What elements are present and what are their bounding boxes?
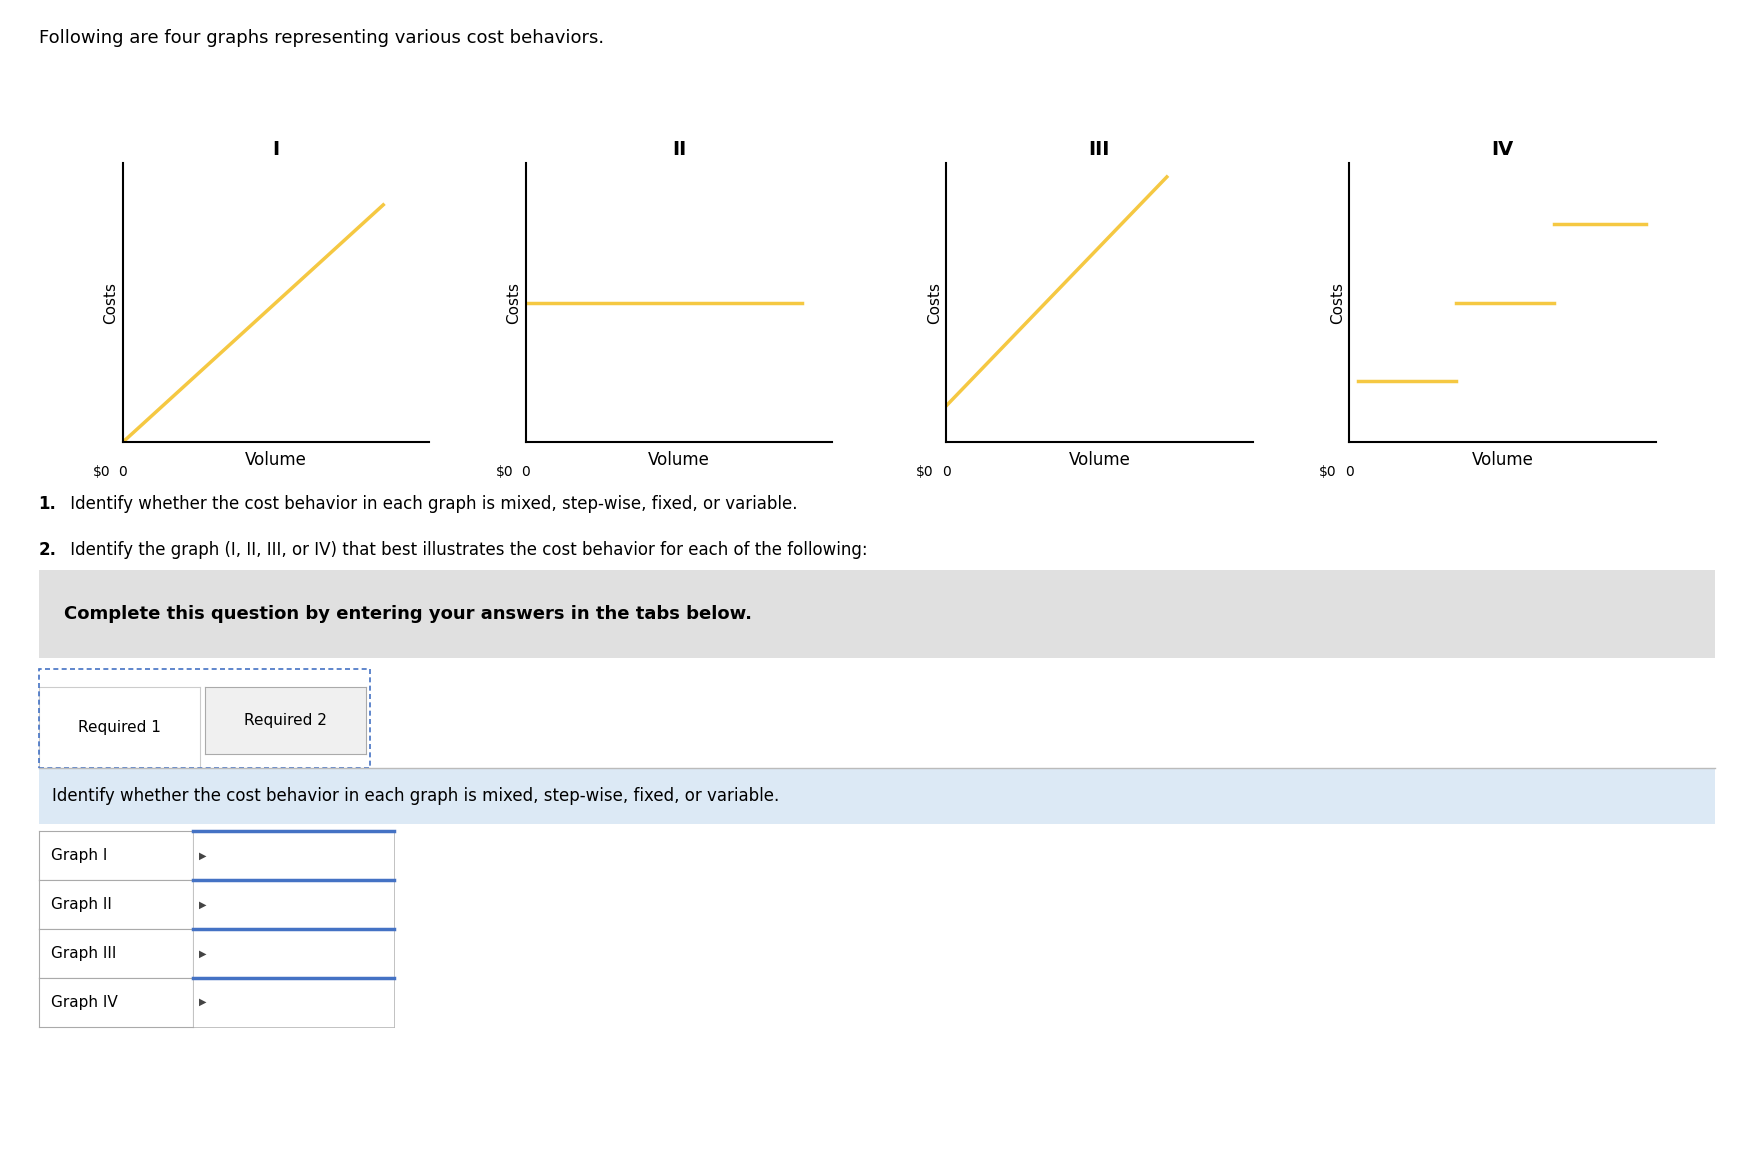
Y-axis label: Costs: Costs bbox=[506, 282, 522, 324]
Text: 0: 0 bbox=[119, 464, 126, 478]
Text: ▶: ▶ bbox=[198, 998, 207, 1007]
Text: $0: $0 bbox=[916, 464, 934, 478]
Y-axis label: Costs: Costs bbox=[1330, 282, 1346, 324]
Text: ▶: ▶ bbox=[198, 949, 207, 958]
Text: Required 2: Required 2 bbox=[244, 714, 328, 728]
X-axis label: Volume: Volume bbox=[1472, 450, 1533, 469]
Text: $0: $0 bbox=[496, 464, 513, 478]
Text: Complete this question by entering your answers in the tabs below.: Complete this question by entering your … bbox=[63, 605, 752, 623]
Text: 0: 0 bbox=[522, 464, 529, 478]
Text: Identify the graph (I, II, III, or IV) that best illustrates the cost behavior f: Identify the graph (I, II, III, or IV) t… bbox=[65, 541, 867, 559]
Y-axis label: Costs: Costs bbox=[927, 282, 943, 324]
Text: 1.: 1. bbox=[39, 495, 56, 512]
Title: III: III bbox=[1088, 140, 1111, 158]
Text: $0: $0 bbox=[93, 464, 110, 478]
Title: II: II bbox=[671, 140, 687, 158]
Title: I: I bbox=[272, 140, 280, 158]
Text: ▶: ▶ bbox=[198, 900, 207, 909]
Text: ▶: ▶ bbox=[198, 851, 207, 860]
Text: 0: 0 bbox=[943, 464, 950, 478]
Text: Following are four graphs representing various cost behaviors.: Following are four graphs representing v… bbox=[39, 29, 604, 47]
Title: IV: IV bbox=[1491, 140, 1514, 158]
Text: Identify whether the cost behavior in each graph is mixed, step-wise, fixed, or : Identify whether the cost behavior in ea… bbox=[65, 495, 797, 512]
Text: 2.: 2. bbox=[39, 541, 56, 559]
Text: Graph II: Graph II bbox=[51, 897, 112, 911]
Y-axis label: Costs: Costs bbox=[103, 282, 119, 324]
X-axis label: Volume: Volume bbox=[1069, 450, 1130, 469]
Text: Identify whether the cost behavior in each graph is mixed, step-wise, fixed, or : Identify whether the cost behavior in ea… bbox=[53, 787, 780, 805]
Text: Graph IV: Graph IV bbox=[51, 995, 117, 1009]
X-axis label: Volume: Volume bbox=[648, 450, 710, 469]
Text: Graph III: Graph III bbox=[51, 946, 116, 960]
Text: Required 1: Required 1 bbox=[77, 721, 161, 734]
X-axis label: Volume: Volume bbox=[245, 450, 307, 469]
Text: Graph I: Graph I bbox=[51, 849, 107, 863]
Text: $0: $0 bbox=[1319, 464, 1337, 478]
Text: 0: 0 bbox=[1346, 464, 1353, 478]
